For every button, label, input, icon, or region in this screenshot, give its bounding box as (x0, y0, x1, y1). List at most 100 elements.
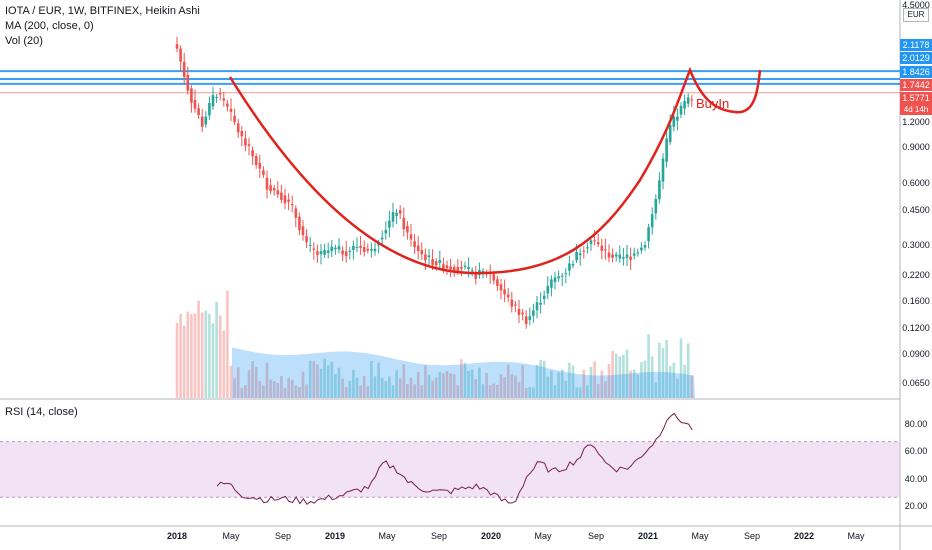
candle-body (294, 208, 298, 218)
volume-bar (424, 365, 427, 398)
candle-body (370, 249, 373, 251)
candle-body (589, 240, 593, 244)
legend-symbol[interactable]: IOTA / EUR, 1W, BITFINEX, Heikin Ashi (5, 5, 200, 17)
candle-body (629, 256, 632, 260)
candle-body (240, 131, 244, 137)
volume-bar (402, 364, 406, 398)
price-badge: 1.8426 (900, 66, 932, 78)
candle-body (665, 138, 668, 162)
legend-rsi[interactable]: RSI (14, close) (5, 406, 78, 418)
volume-bar (319, 368, 323, 398)
legend-ma[interactable]: MA (200, close, 0) (5, 20, 94, 32)
volume-bar (571, 365, 575, 398)
candle-body (463, 265, 467, 267)
candle-body (355, 246, 359, 248)
volume-bar (233, 378, 236, 398)
candle-body (366, 248, 370, 251)
time-tick: Sep (587, 531, 605, 541)
volume-bar (182, 325, 186, 398)
candle-body (456, 266, 460, 272)
candle-body (265, 177, 269, 190)
volume-bar (341, 378, 344, 398)
volume-bar (442, 373, 445, 398)
candle-body (373, 248, 377, 252)
volume-bar (643, 360, 647, 398)
candle-body (528, 316, 532, 321)
price-badge: 1.5771 (900, 92, 932, 104)
volume-bar (431, 380, 434, 398)
candle-body (406, 226, 409, 233)
volume-bar (280, 375, 283, 398)
candle-body (413, 241, 416, 248)
volume-bar (539, 360, 542, 398)
volume-bar (488, 385, 492, 398)
volume-bar (413, 384, 416, 398)
volume-bar (582, 369, 586, 398)
candle-body (636, 252, 640, 254)
volume-bar (269, 379, 272, 398)
rsi-line (216, 412, 693, 506)
volume-bar (434, 377, 438, 398)
volume-bar (463, 362, 467, 398)
volume-bar (467, 370, 470, 398)
rsi-tick: 40.00 (904, 474, 928, 484)
candle-body (586, 247, 589, 249)
volume-bar (553, 385, 557, 398)
volume-bar (672, 362, 676, 398)
volume-bar (384, 381, 388, 398)
volume-bar (179, 313, 182, 398)
time-tick: Sep (274, 531, 292, 541)
candle-body (683, 101, 686, 109)
candle-body (251, 150, 254, 157)
volume-bar (254, 366, 258, 398)
candle-body (618, 254, 622, 259)
volume-bar (589, 366, 593, 398)
candle-body (204, 116, 208, 125)
volume-bar (344, 386, 348, 398)
candle-body (470, 270, 474, 272)
volume-bar (503, 377, 506, 398)
candle-body (604, 249, 607, 251)
legend-vol[interactable]: Vol (20) (5, 35, 43, 47)
time-tick: May (847, 531, 865, 541)
candle-body (506, 294, 510, 298)
candle-body (341, 250, 344, 255)
candle-body (449, 266, 452, 270)
volume-bar (406, 384, 409, 398)
candle-body (344, 251, 348, 257)
buyin-annotation[interactable]: BuyIn (696, 96, 730, 111)
candle-body (578, 253, 582, 256)
price-tick: 0.4500 (902, 205, 930, 215)
volume-bar (557, 372, 560, 398)
volume-bar (222, 330, 226, 398)
volume-bar (535, 365, 539, 398)
volume-bar (197, 300, 200, 398)
volume-bar (542, 360, 546, 398)
volume-bar (604, 381, 607, 398)
volume-bar (611, 350, 614, 398)
volume-bar (452, 374, 456, 398)
candle-body (503, 289, 506, 295)
volume-bar (492, 383, 496, 398)
candle-body (661, 158, 665, 182)
volume-ma-area (232, 347, 695, 398)
candle-body (542, 295, 546, 300)
candle-body (402, 217, 406, 230)
candle-body (388, 220, 391, 228)
currency-label[interactable]: EUR (903, 8, 929, 22)
volume-bar (218, 315, 222, 398)
volume-bar (427, 374, 431, 398)
volume-bar (658, 342, 661, 398)
volume-bar (276, 383, 280, 398)
volume-bar (578, 387, 582, 398)
candle-body (650, 214, 654, 228)
price-tick: 0.0650 (902, 378, 930, 388)
candle-body (427, 255, 431, 258)
candle-body (467, 267, 470, 269)
volume-bar (251, 361, 254, 398)
candle-body (672, 116, 676, 127)
volume-bar (640, 362, 643, 398)
price-tick: 1.2000 (902, 117, 930, 127)
